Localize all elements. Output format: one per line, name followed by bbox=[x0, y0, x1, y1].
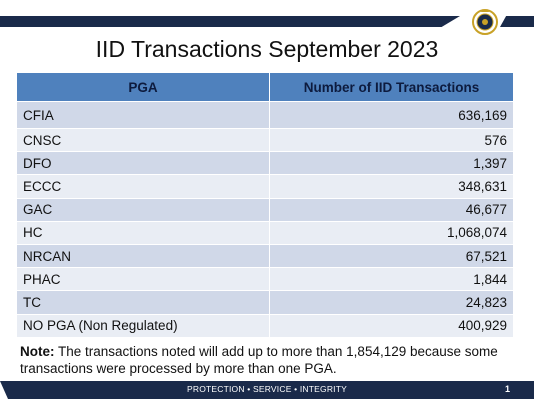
header-count: Number of IID Transactions bbox=[269, 72, 514, 102]
footer-motto: PROTECTION • SERVICE • INTEGRITY bbox=[186, 384, 348, 394]
row-pga: HC bbox=[16, 220, 270, 245]
row-count: 636,169 bbox=[269, 101, 514, 129]
table-row: PHAC 1,844 bbox=[16, 267, 514, 292]
row-pga: DFO bbox=[16, 151, 270, 176]
table-row: CNSC 576 bbox=[16, 127, 514, 153]
table-header-row: PGA Number of IID Transactions bbox=[16, 72, 514, 102]
row-pga: GAC bbox=[16, 197, 270, 222]
footnote: Note: The transactions noted will add up… bbox=[20, 343, 520, 377]
note-label: Note: bbox=[20, 344, 55, 359]
row-count: 576 bbox=[269, 127, 514, 153]
row-pga: PHAC bbox=[16, 267, 270, 292]
table-row: CFIA 636,169 bbox=[16, 101, 514, 129]
table-row: ECCC 348,631 bbox=[16, 174, 514, 199]
row-count: 46,677 bbox=[269, 197, 514, 222]
row-pga: CNSC bbox=[16, 127, 270, 153]
table-row: TC 24,823 bbox=[16, 290, 514, 315]
top-band bbox=[0, 16, 460, 27]
top-band-right bbox=[500, 16, 534, 27]
table-row: GAC 46,677 bbox=[16, 197, 514, 222]
row-pga: NRCAN bbox=[16, 243, 270, 269]
header-pga: PGA bbox=[16, 72, 270, 102]
row-count: 24,823 bbox=[269, 290, 514, 315]
row-count: 348,631 bbox=[269, 174, 514, 199]
row-count: 1,844 bbox=[269, 267, 514, 292]
table-row: HC 1,068,074 bbox=[16, 220, 514, 245]
row-pga: CFIA bbox=[16, 101, 270, 129]
page-title: IID Transactions September 2023 bbox=[95, 36, 439, 62]
page-number: 1 bbox=[505, 384, 511, 394]
row-count: 1,397 bbox=[269, 151, 514, 176]
table-row: DFO 1,397 bbox=[16, 151, 514, 176]
row-pga: TC bbox=[16, 290, 270, 315]
table-row: NO PGA (Non Regulated) 400,929 bbox=[16, 313, 514, 338]
row-count: 67,521 bbox=[269, 243, 514, 269]
note-text: The transactions noted will add up to mo… bbox=[20, 344, 498, 376]
row-pga: NO PGA (Non Regulated) bbox=[16, 313, 270, 338]
table-row: NRCAN 67,521 bbox=[16, 243, 514, 269]
agency-crest-icon bbox=[472, 9, 498, 35]
transactions-table: PGA Number of IID Transactions CFIA 636,… bbox=[16, 72, 514, 338]
bottom-band bbox=[0, 381, 534, 399]
row-pga: ECCC bbox=[16, 174, 270, 199]
row-count: 1,068,074 bbox=[269, 220, 514, 245]
row-count: 400,929 bbox=[269, 313, 514, 338]
